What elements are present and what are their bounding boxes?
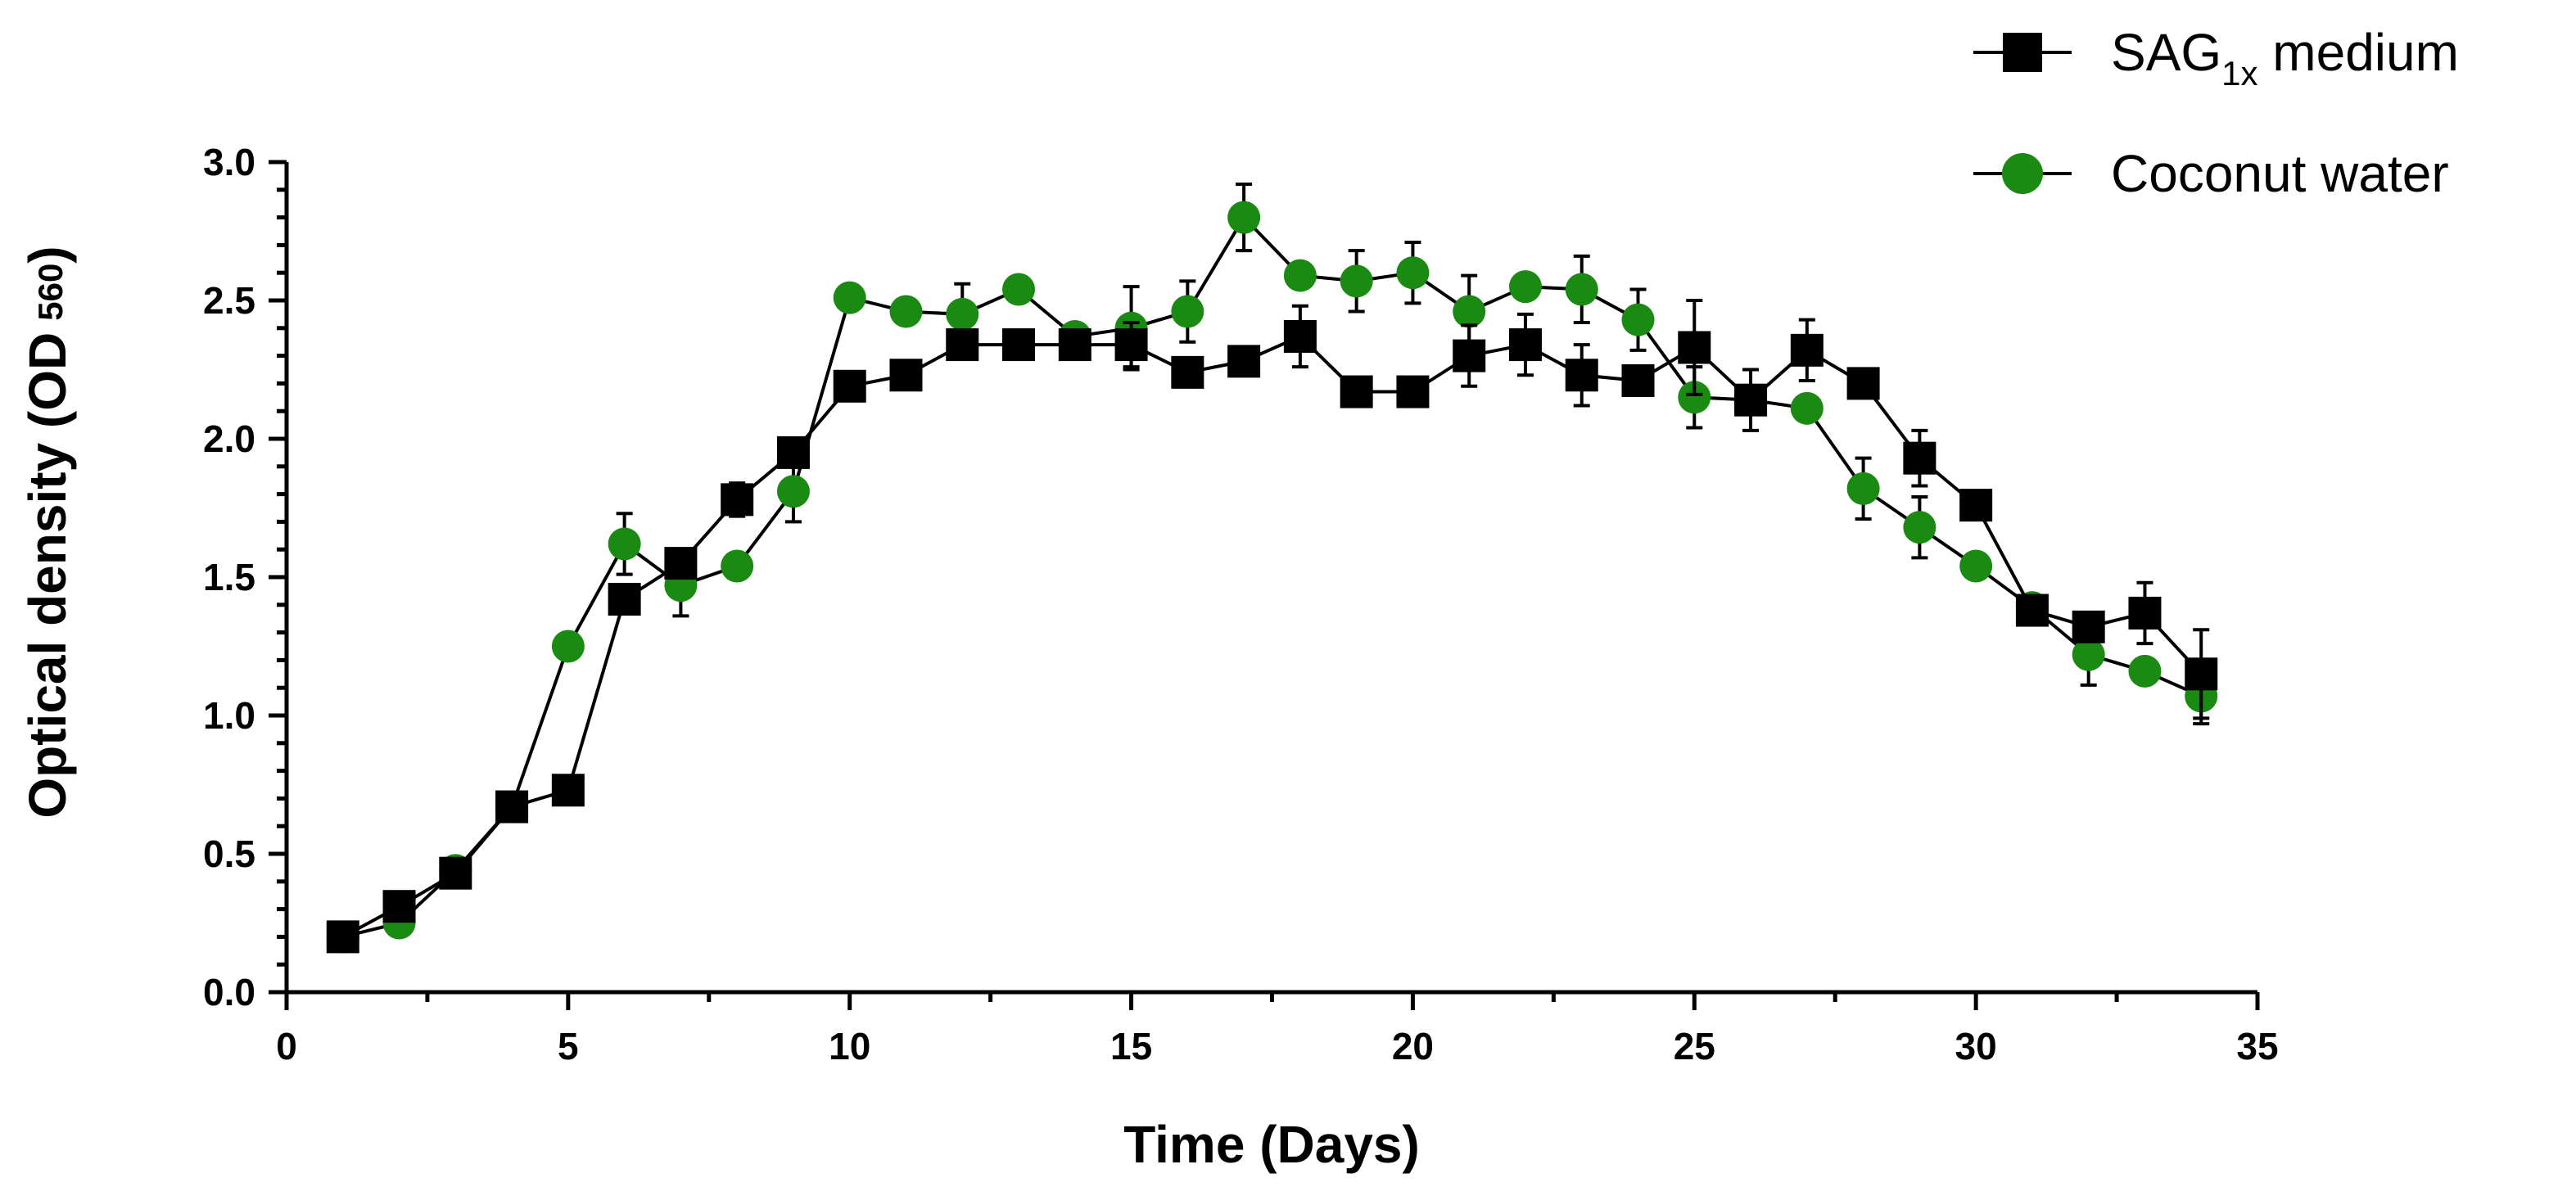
legend-marker-coconut [2002,153,2043,194]
data-point-sag [1058,328,1091,362]
data-point-coconut [889,295,923,328]
data-point-coconut [1508,270,1542,304]
data-point-sag [833,369,866,403]
x-tick-label: 35 [2236,1025,2278,1067]
x-tick-label: 20 [1392,1025,1434,1067]
legend-label-sag-suffix: medium [2258,23,2459,82]
data-point-sag [1903,441,1937,475]
data-point-sag [1508,328,1542,362]
x-tick-label: 25 [1674,1025,1715,1067]
data-point-sag [495,790,529,824]
legend: SAG1x medium Coconut water [1973,23,2459,203]
data-point-sag [382,890,416,923]
data-point-coconut [1283,259,1317,292]
y-tick-label: 3.0 [203,141,255,183]
data-point-sag [1453,339,1486,372]
data-point-sag [1621,364,1655,398]
data-point-sag [608,583,641,616]
series-layer [326,183,2218,954]
y-axis-title-main: Optical density (OD [18,332,77,819]
data-point-coconut [1959,549,1993,583]
legend-item-coconut: Coconut water [1973,144,2449,203]
data-point-sag [946,328,979,362]
data-point-coconut [1678,381,1711,414]
data-point-coconut [2128,654,2162,688]
data-point-coconut [551,630,585,663]
data-point-sag [1734,383,1768,417]
y-axis-title-close: ) [18,246,77,263]
data-point-coconut [1002,273,1036,306]
data-point-coconut [2072,638,2105,671]
data-point-sag [1171,355,1204,389]
data-point-sag [1002,328,1036,362]
data-point-sag [721,483,754,517]
data-point-sag [551,774,585,807]
data-point-coconut [946,297,979,331]
data-point-sag [1565,359,1598,392]
x-tick-label: 15 [1110,1025,1152,1067]
series-coconut [326,183,2218,954]
data-point-sag [2072,610,2105,643]
data-point-coconut [1171,295,1204,328]
data-point-sag [1340,375,1373,408]
x-ticks: 0 5 10 15 20 25 30 35 [276,992,2279,1067]
data-point-sag [2185,657,2218,691]
y-tick-label: 2.5 [203,279,255,322]
data-point-coconut [1565,273,1598,306]
data-point-coconut [1846,472,1880,505]
y-tick-label: 0.0 [203,971,255,1013]
legend-marker-sag [2003,33,2042,72]
x-tick-label: 0 [276,1025,297,1067]
x-axis-title: Time (Days) [1123,1115,1420,1174]
data-point-coconut [721,549,754,583]
data-point-sag [1790,333,1824,367]
y-tick-label: 1.0 [203,694,255,737]
y-tick-label: 2.0 [203,417,255,460]
data-point-coconut [608,527,641,561]
legend-label-coconut: Coconut water [2111,144,2449,203]
data-point-sag [1114,328,1148,362]
data-point-coconut [776,475,810,508]
x-tick-label: 30 [1955,1025,1997,1067]
data-point-sag [1283,319,1317,353]
data-point-coconut [1453,295,1486,328]
data-point-sag [889,359,923,392]
data-point-coconut [1790,391,1824,425]
series-line-sag [341,334,2203,939]
data-point-sag [776,436,810,469]
y-axis-title-sub: 560 [31,264,70,321]
data-point-coconut [1903,511,1937,544]
legend-label-sag-name: SAG [2111,23,2221,82]
y-axis-title: Optical density (OD 560) [18,246,77,818]
data-point-sag [1846,367,1880,400]
y-tick-label: 0.5 [203,833,255,875]
data-point-coconut [1340,264,1373,298]
legend-label-sag-sub: 1x [2221,54,2257,93]
legend-item-sag: SAG1x medium [1973,23,2459,93]
data-point-sag [2128,596,2162,630]
data-point-sag [2015,593,2049,627]
data-point-sag [1678,331,1711,364]
data-point-sag [1959,489,1993,522]
data-point-sag [326,920,359,954]
data-point-sag [439,856,472,890]
data-point-coconut [833,281,866,314]
data-point-coconut [1227,201,1261,234]
legend-label-sag: SAG1x medium [2111,23,2459,93]
data-point-coconut [1396,256,1430,290]
series-sag [326,299,2218,954]
data-point-sag [1227,345,1261,378]
x-tick-label: 10 [829,1025,870,1067]
data-point-sag [664,547,698,580]
series-line-coconut [342,214,2203,939]
data-point-coconut [1621,303,1655,336]
y-tick-label: 1.5 [203,556,255,598]
y-ticks: 0.0 0.5 1.0 1.5 2.0 2.5 3.0 [203,141,287,1013]
x-tick-label: 5 [558,1025,579,1067]
data-point-sag [1396,375,1430,408]
